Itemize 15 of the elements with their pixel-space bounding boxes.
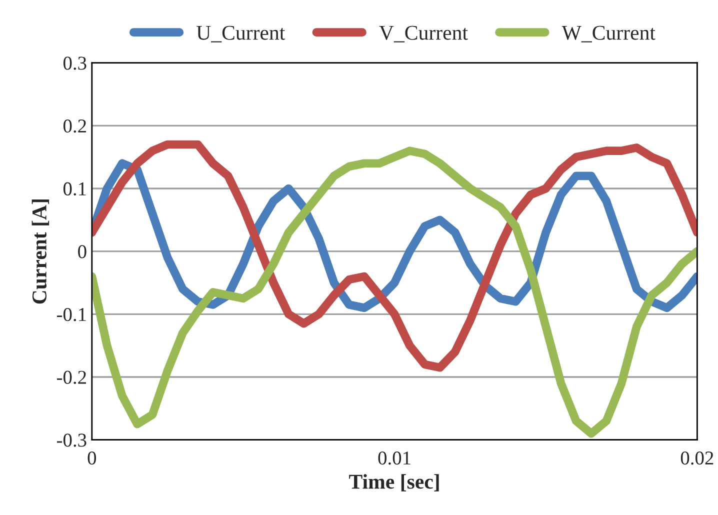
- x-tick-label: 0.01: [378, 451, 410, 465]
- y-tick-label: 0.1: [63, 182, 86, 196]
- y-axis-title: Current [A]: [32, 200, 50, 304]
- y-tick-label: -0.3: [56, 434, 86, 447]
- x-tick-label: 0: [88, 451, 96, 465]
- legend-label: W_Current: [562, 26, 656, 42]
- y-tick-label: -0.2: [56, 370, 86, 384]
- legend-label: U_Current: [196, 26, 286, 42]
- y-tick-label: -0.1: [56, 308, 86, 322]
- y-tick-label: 0.2: [63, 119, 86, 133]
- y-tick-label: 0.3: [63, 56, 86, 70]
- x-tick-label: 0.02: [680, 451, 714, 465]
- x-axis-title: Time [sec]: [349, 474, 439, 492]
- legend-label: V_Current: [379, 26, 468, 42]
- y-tick-label: 0: [78, 245, 86, 258]
